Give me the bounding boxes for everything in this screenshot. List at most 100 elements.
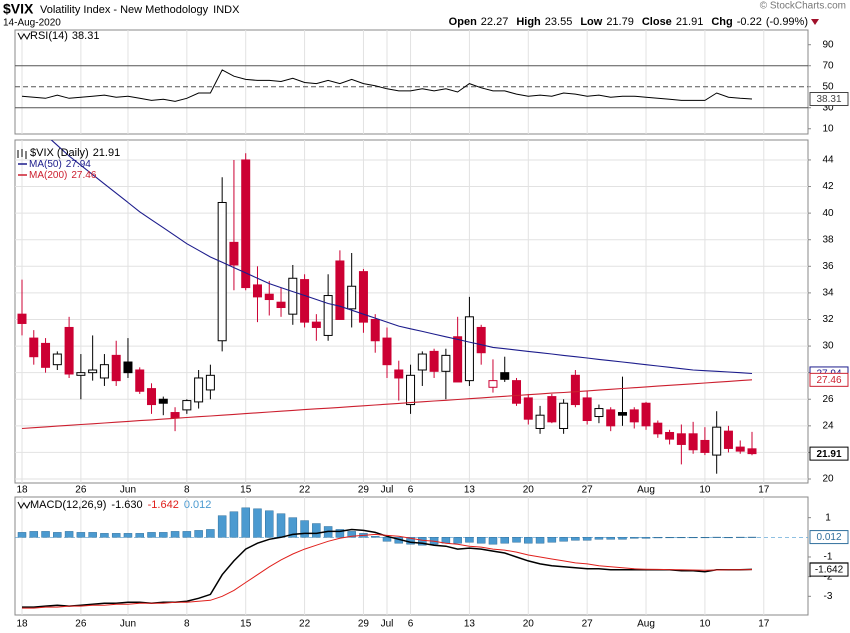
candle-body xyxy=(382,337,392,366)
legend-name: $VIX (Daily) xyxy=(30,147,89,159)
candle-body xyxy=(111,354,121,382)
x-tick-label: 26 xyxy=(75,619,87,630)
x-tick-label: 6 xyxy=(408,485,414,496)
x-tick-label: Jun xyxy=(120,619,136,630)
legend-value: 27.94 xyxy=(66,159,91,170)
y-tick-label: 34 xyxy=(822,288,834,299)
y-tick-label: 36 xyxy=(822,261,834,272)
x-tick-label: 6 xyxy=(408,619,414,630)
x-tick-label: Jul xyxy=(381,485,394,496)
histogram-bar xyxy=(382,537,392,542)
symbol: $VIX xyxy=(3,1,34,17)
legend-value: 38.31 xyxy=(72,30,100,42)
candle-body xyxy=(205,374,215,391)
histogram-bar xyxy=(88,532,97,538)
value-tag: 0.012 xyxy=(816,532,841,543)
histogram-bar xyxy=(41,531,50,538)
y-tick-label: 42 xyxy=(822,181,834,192)
histogram-bar xyxy=(335,529,345,538)
histogram-bar xyxy=(229,511,239,538)
candle-body xyxy=(300,279,310,323)
histogram-bar xyxy=(29,531,39,538)
value-tag: 38.31 xyxy=(816,94,841,105)
x-tick-label: 29 xyxy=(358,619,370,630)
candle-body xyxy=(217,201,227,342)
histogram-bar xyxy=(370,536,380,538)
y-tick-label: -1 xyxy=(824,552,833,563)
y-tick-label: 50 xyxy=(822,81,834,92)
candle-body xyxy=(76,372,86,376)
legend-name: MACD(12,26,9) xyxy=(30,499,106,511)
y-tick-label: 90 xyxy=(822,39,834,50)
candle-body xyxy=(512,380,522,404)
quote-value: 23.55 xyxy=(545,16,573,28)
quote-label: Close xyxy=(642,16,672,28)
candle-body xyxy=(358,271,368,323)
quote-label: Open xyxy=(449,16,477,28)
y-tick-label: 24 xyxy=(822,420,834,431)
value-tag: 27.46 xyxy=(816,375,841,386)
legend-icon xyxy=(17,32,31,41)
legend-value: 21.91 xyxy=(93,147,121,159)
candle-body xyxy=(17,313,27,324)
y-tick-label: 70 xyxy=(822,60,834,71)
x-tick-label: 15 xyxy=(240,485,252,496)
histogram-bar xyxy=(747,536,757,538)
histogram-bar xyxy=(300,520,309,538)
y-tick-label: 32 xyxy=(822,314,834,325)
histogram-bar xyxy=(524,537,533,544)
x-tick-label: 18 xyxy=(16,485,28,496)
panel-frame xyxy=(14,496,809,616)
histogram-bar xyxy=(488,537,498,545)
legend-value: -1.642 xyxy=(148,499,179,511)
value-tag-box xyxy=(809,92,849,107)
candle-body xyxy=(653,422,663,435)
x-tick-label: 26 xyxy=(75,485,87,496)
x-tick-label: 15 xyxy=(240,619,252,630)
histogram-bar xyxy=(64,531,74,538)
histogram-bar xyxy=(571,537,580,541)
candle-body xyxy=(135,369,145,392)
y-tick-label: 26 xyxy=(822,394,834,405)
legend-name: MA(50) xyxy=(29,159,62,170)
name: Volatility Index - New Methodology xyxy=(40,4,209,16)
candle-body xyxy=(229,241,239,266)
candle-body xyxy=(488,380,498,388)
panel-frame xyxy=(14,29,809,135)
y-tick-label: -2 xyxy=(824,571,833,582)
histogram-bar xyxy=(582,537,592,541)
histogram-bar xyxy=(76,532,86,538)
candle-body xyxy=(241,159,251,289)
candle-body xyxy=(641,402,651,427)
candle-body xyxy=(288,277,298,315)
candle-body xyxy=(429,350,439,372)
candle-body xyxy=(723,430,733,449)
quote-value: 21.79 xyxy=(606,16,634,28)
rsi-line xyxy=(21,69,753,102)
candle-body xyxy=(406,374,416,406)
date: 14-Aug-2020 xyxy=(3,18,61,29)
candle-body xyxy=(547,396,557,423)
candle-body xyxy=(700,439,710,453)
histogram-bar xyxy=(712,536,721,538)
candle-body xyxy=(676,433,686,445)
y-tick-label: -3 xyxy=(824,591,833,602)
histogram-bar xyxy=(677,537,686,539)
quote: Open 22.27 High 23.55 Low 21.79 Close 21.91 Chg -… xyxy=(449,16,808,28)
x-tick-label: Aug xyxy=(637,619,655,630)
quote-label: High xyxy=(516,16,541,28)
quote-value: -0.22 xyxy=(737,16,762,28)
candle-body xyxy=(464,316,474,382)
macd-line xyxy=(22,528,753,608)
histogram-bar xyxy=(159,532,168,538)
quote-label: Low xyxy=(580,16,602,28)
histogram-bar xyxy=(594,537,604,540)
histogram-bar xyxy=(465,537,474,543)
y-tick-label: 38 xyxy=(822,234,834,245)
x-tick-label: 10 xyxy=(699,619,711,630)
histogram-bar xyxy=(347,531,356,538)
legend-entry: MA(50) 27.94 xyxy=(29,159,91,170)
histogram-bar xyxy=(547,537,557,543)
candle-body xyxy=(394,369,404,379)
candle-body xyxy=(594,408,604,418)
